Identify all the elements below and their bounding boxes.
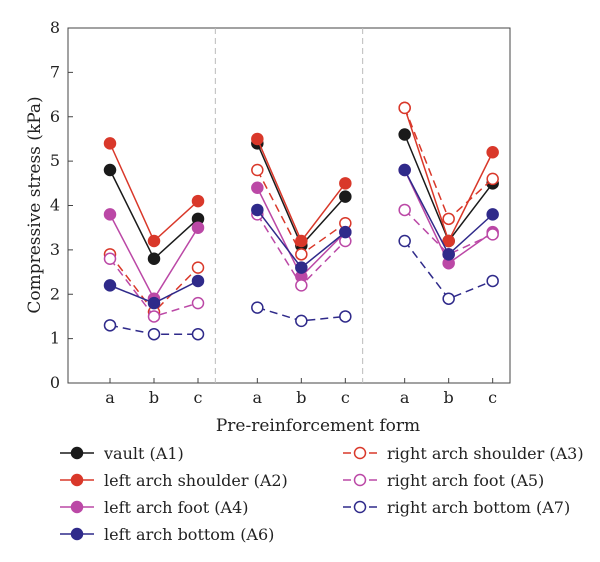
data-point	[295, 261, 308, 274]
data-point	[398, 163, 411, 177]
legend-label: left arch bottom (A6)	[104, 525, 274, 544]
data-point	[251, 203, 264, 217]
x-tick-label: a	[253, 388, 263, 407]
y-tick-label: 7	[50, 62, 60, 81]
data-point	[251, 132, 264, 146]
series-line	[109, 143, 199, 243]
legend-label: left arch shoulder (A2)	[104, 471, 288, 490]
x-tick-label: b	[444, 388, 454, 407]
data-point	[295, 234, 308, 248]
data-point	[295, 248, 308, 261]
series-6	[103, 163, 499, 310]
data-point	[147, 252, 161, 265]
data-point	[339, 177, 352, 190]
data-point	[147, 296, 161, 310]
data-point	[191, 274, 205, 288]
x-tick-label: c	[341, 388, 350, 407]
data-point	[147, 310, 161, 323]
legend-marker	[70, 446, 84, 460]
series-layer	[103, 101, 499, 341]
legend-label: right arch shoulder (A3)	[387, 444, 584, 463]
legend-label: right arch foot (A5)	[387, 471, 544, 490]
y-tick-label: 3	[50, 240, 60, 259]
data-point	[251, 181, 264, 194]
data-point	[191, 296, 205, 310]
series-line	[256, 138, 346, 243]
data-point	[339, 310, 352, 323]
y-tick-label: 6	[50, 107, 60, 126]
data-point	[486, 172, 499, 186]
data-point	[103, 163, 117, 177]
x-tick-label: b	[149, 388, 159, 407]
x-tick-label: c	[194, 388, 203, 407]
y-tick-label: 4	[50, 196, 60, 215]
data-point	[398, 101, 411, 115]
series-line	[404, 209, 493, 256]
x-tick-label: b	[296, 388, 306, 407]
data-point	[442, 234, 455, 248]
data-point	[103, 319, 117, 332]
data-point	[398, 234, 411, 248]
legend-marker	[70, 527, 84, 541]
legend-label: right arch bottom (A7)	[387, 498, 570, 517]
data-point	[295, 314, 308, 328]
data-point	[191, 221, 205, 234]
legend-label: vault (A1)	[103, 444, 184, 463]
legend-item: right arch shoulder (A3)	[343, 444, 584, 463]
data-point	[398, 203, 411, 217]
legend-item: left arch shoulder (A2)	[60, 471, 288, 490]
data-point	[486, 274, 499, 288]
data-point	[103, 208, 117, 221]
legend-item: vault (A1)	[60, 444, 184, 463]
data-point	[442, 248, 455, 261]
y-tick-label: 2	[50, 284, 60, 303]
legend-marker	[353, 500, 367, 514]
legend-marker	[70, 500, 84, 514]
data-point	[251, 301, 264, 314]
legend-item: left arch foot (A4)	[60, 498, 248, 517]
data-point	[147, 327, 161, 341]
data-point	[486, 146, 499, 159]
series-2	[103, 101, 499, 248]
y-tick-label: 8	[50, 18, 60, 37]
data-point	[295, 279, 308, 292]
legend-marker	[353, 446, 367, 460]
data-point	[103, 279, 117, 292]
data-point	[103, 137, 117, 150]
data-point	[103, 252, 117, 265]
axes: 0 1 2 3 4 5 6 7 8 a b c a b c a b c	[50, 18, 497, 407]
legend-item: right arch bottom (A7)	[343, 498, 570, 517]
data-point	[147, 234, 161, 248]
data-point	[251, 163, 264, 177]
x-axis-title: Pre-reinforcement form	[216, 416, 420, 436]
series-line	[403, 107, 494, 221]
y-axis-title: Compressive stress (kPa)	[25, 96, 45, 313]
data-point	[398, 128, 411, 141]
data-point	[442, 292, 455, 305]
data-point	[191, 261, 205, 274]
data-point	[442, 212, 455, 226]
data-point	[339, 190, 352, 203]
series-7	[103, 234, 499, 341]
y-tick-label: 0	[50, 373, 60, 392]
data-point	[486, 208, 499, 221]
legend-item: right arch foot (A5)	[343, 471, 544, 490]
data-point	[486, 228, 499, 241]
y-tick-label: 5	[50, 151, 60, 170]
data-point	[191, 194, 205, 208]
legend-label: left arch foot (A4)	[104, 498, 248, 517]
data-point	[339, 225, 352, 239]
legend-marker	[70, 473, 84, 487]
x-tick-label: c	[488, 388, 497, 407]
legend-marker	[353, 473, 367, 487]
legend: vault (A1) left arch shoulder (A2) left ar…	[60, 444, 584, 544]
x-tick-label: a	[400, 388, 410, 407]
y-tick-label: 1	[50, 329, 60, 348]
data-point	[191, 327, 205, 341]
legend-item: left arch bottom (A6)	[60, 525, 274, 544]
x-tick-label: a	[105, 388, 115, 407]
